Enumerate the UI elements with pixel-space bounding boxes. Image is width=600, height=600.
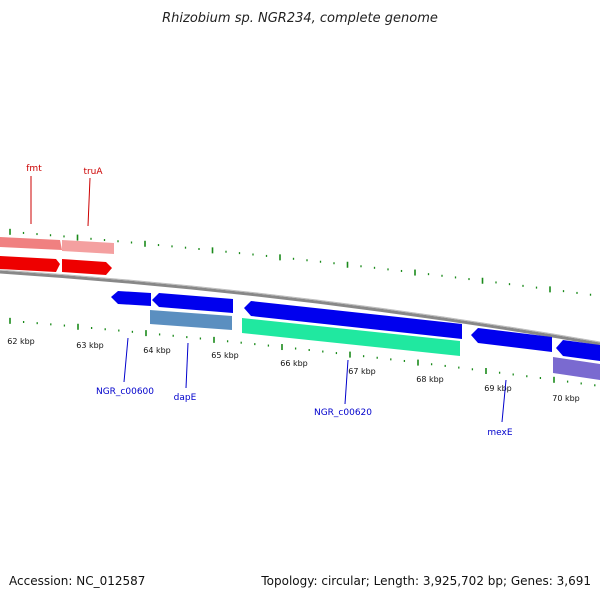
gene-labels: fmt truA NGR_c00600 dapE NGR_c00620 mexE (26, 164, 513, 438)
lower-tick-row (9, 317, 596, 387)
tick-label-67kbp: 67 kbp (348, 367, 376, 376)
forward-strand-features (0, 237, 114, 275)
leader-trua (87, 177, 91, 227)
tick-label-65kbp: 65 kbp (211, 351, 239, 360)
cds-arrow-ngr-c00620[interactable] (244, 301, 462, 339)
gene-block-trua[interactable] (62, 240, 114, 254)
kbp-scale: 62 kbp 63 kbp 64 kbp 65 kbp 66 kbp 67 kb… (7, 337, 580, 403)
tick-label-70kbp: 70 kbp (552, 394, 580, 403)
cds-arrow-fmt[interactable] (0, 256, 60, 272)
genome-summary-text: Topology: circular; Length: 3,925,702 bp… (261, 574, 591, 588)
map-title: Rhizobium sp. NGR234, complete genome (162, 11, 438, 26)
gene-label-mexe[interactable]: mexE (487, 428, 512, 438)
gene-block-ngr-c00620 (242, 318, 460, 356)
genome-backbone-highlight (0, 269, 600, 343)
tick-label-69kbp: 69 kbp (484, 384, 512, 393)
gene-label-ngr-c00600[interactable]: NGR_c00600 (96, 387, 154, 397)
cds-arrow-dape[interactable] (152, 293, 233, 313)
leader-ngr-c00600 (123, 337, 129, 383)
tick-label-62kbp: 62 kbp (7, 337, 35, 346)
leader-ngr-c00620 (344, 359, 349, 405)
tick-label-68kbp: 68 kbp (416, 375, 444, 384)
genome-backbone (0, 270, 600, 346)
tick-label-66kbp: 66 kbp (280, 359, 308, 368)
gene-block-fmt[interactable] (0, 237, 62, 250)
gene-block-dape (150, 310, 232, 330)
tick-label-63kbp: 63 kbp (76, 341, 104, 350)
gene-block-next (553, 357, 600, 380)
upper-tick-row (9, 228, 592, 296)
gene-label-trua[interactable]: truA (83, 167, 103, 177)
accession-text: Accession: NC_012587 (9, 574, 146, 588)
gene-label-dape[interactable]: dapE (174, 393, 197, 403)
tick-label-64kbp: 64 kbp (143, 346, 171, 355)
leader-mexe (501, 379, 507, 423)
cds-arrow-trua[interactable] (62, 259, 112, 275)
cds-arrow-next[interactable] (556, 340, 600, 361)
cds-arrow-ngr-c00600[interactable] (111, 291, 151, 306)
cds-arrow-mexe[interactable] (471, 328, 552, 352)
gene-label-fmt[interactable]: fmt (26, 164, 42, 174)
gene-label-ngr-c00620[interactable]: NGR_c00620 (314, 408, 372, 418)
reverse-strand-features (111, 291, 600, 380)
leader-dape (185, 342, 189, 389)
